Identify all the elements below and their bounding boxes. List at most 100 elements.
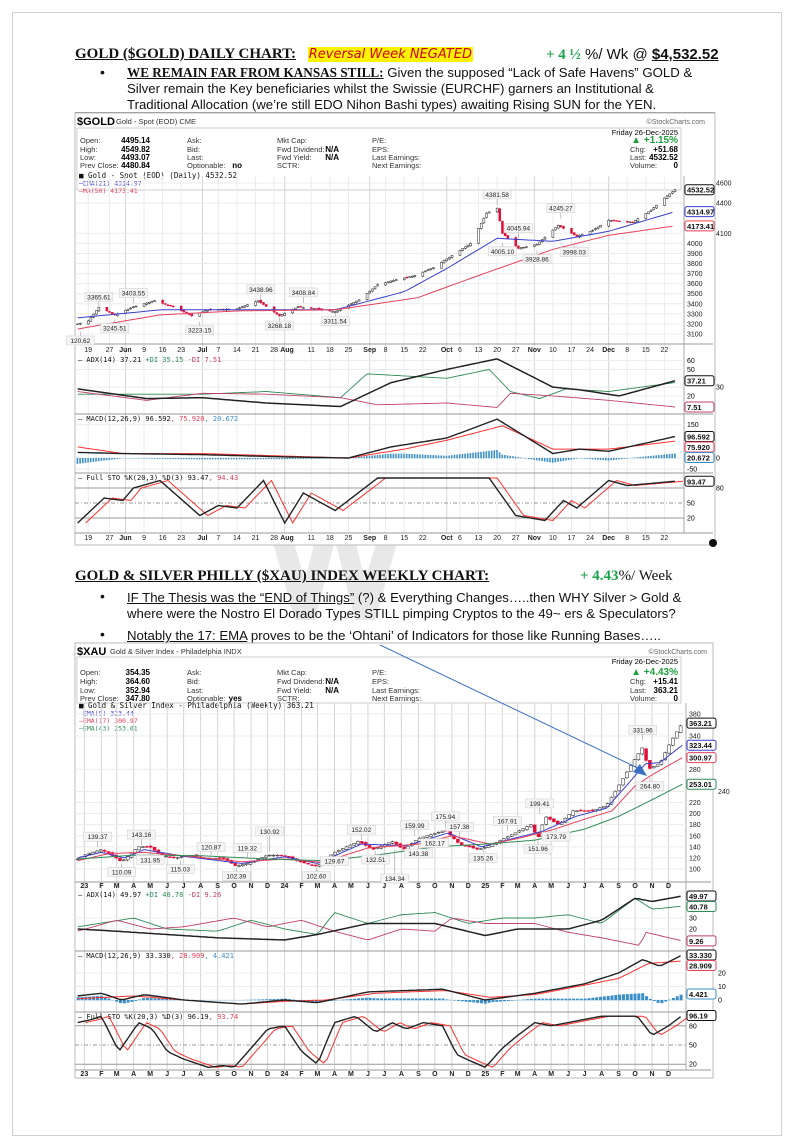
candle: [632, 759, 637, 767]
x-tick-label: 16: [159, 347, 167, 354]
candle: [360, 841, 364, 844]
candle: [421, 836, 426, 839]
macd-histogram-bar: [235, 458, 238, 460]
x-tick-label: M: [315, 1071, 321, 1078]
macd-histogram-bar: [622, 994, 626, 1001]
x-tick-label: 24: [586, 347, 594, 354]
x-tick-label: M: [147, 1071, 153, 1078]
macd-histogram-bar: [380, 998, 384, 1001]
macd-histogram-bar: [572, 998, 576, 1001]
macd-histogram-bar: [422, 998, 426, 1001]
x-tick-label: M: [315, 883, 321, 890]
chart-name: Gold - Spot (EOD) CME: [116, 117, 196, 126]
macd-histogram-bar: [92, 458, 95, 462]
macd-histogram-bar: [403, 998, 407, 1001]
macd-histogram-bar: [99, 995, 103, 1001]
candle: [442, 260, 446, 264]
candle: [652, 207, 656, 210]
pivot-label-box: [468, 853, 498, 863]
sto-label-part: , 94.43: [209, 474, 239, 482]
pivot-label: 139.37: [88, 834, 108, 841]
macd-histogram-bar: [345, 999, 349, 1001]
section2-line1: IF The Thesis was the “END of Things” (?…: [127, 590, 681, 605]
candle: [179, 856, 184, 858]
pivot-label: 159.99: [405, 823, 425, 830]
x-tick-label: J: [366, 1071, 370, 1078]
pivot-label: 173.79: [546, 834, 566, 841]
candle: [76, 323, 79, 325]
x-tick-label: S: [416, 883, 421, 890]
macd-histogram-bar: [493, 450, 496, 459]
macd-histogram-bar: [400, 453, 403, 459]
x-tick-label: F: [99, 883, 104, 890]
candle: [503, 232, 507, 237]
candle: [525, 826, 529, 830]
pivot-label-box: [127, 829, 156, 840]
macd-histogram-bar: [421, 454, 424, 459]
x-tick-label: 11: [308, 535, 315, 542]
candle: [129, 307, 133, 310]
macd-histogram-bar: [318, 458, 320, 459]
x-tick-label: 13: [475, 535, 483, 542]
candle: [97, 307, 101, 312]
info-label: Chg:: [630, 145, 646, 154]
candle: [352, 302, 356, 305]
candle: [610, 220, 613, 222]
section1-line3: Traditional Allocation (we’re still EDO …: [127, 97, 657, 112]
macd-histogram-bar: [506, 1000, 510, 1001]
macd-histogram-bar: [554, 458, 557, 463]
legend-entry: —MA(50) 4173.41: [79, 187, 138, 195]
weekly-change: + 4 ½: [546, 47, 581, 63]
pivot-label: 3438.96: [249, 287, 273, 294]
x-tick-label: D: [466, 1071, 471, 1078]
overlay-line-ema43: [77, 783, 683, 862]
candle: [302, 861, 307, 864]
y-tick-label: 4100: [716, 231, 732, 238]
info-value: 0: [674, 694, 679, 703]
candle: [651, 766, 656, 769]
macd-histogram-bar: [509, 455, 512, 459]
macd-histogram-bar: [433, 998, 437, 1001]
pivot-label-box: [135, 855, 165, 865]
macd-histogram-bar: [222, 458, 225, 460]
macd-histogram-bar: [541, 998, 545, 1001]
macd-histogram-bar: [490, 450, 493, 459]
candle: [667, 744, 671, 754]
change-percent: ▲ +1.15%: [631, 135, 678, 146]
macd-histogram-bar: [169, 458, 172, 459]
x-tick-label: 19: [84, 535, 92, 542]
candle: [570, 228, 573, 234]
macd-histogram-bar: [165, 999, 169, 1001]
candle: [171, 305, 175, 308]
candle: [590, 809, 595, 812]
macd-histogram-bar: [637, 993, 641, 1001]
macd-histogram-bar: [158, 458, 161, 459]
macd-histogram-bar: [374, 455, 376, 459]
pivot-label: 102.39: [226, 874, 246, 881]
candle: [648, 760, 652, 769]
macd-histogram-bar: [441, 998, 445, 1001]
x-tick-label: Jun: [119, 535, 131, 542]
macd-histogram-bar: [118, 1000, 122, 1004]
info-value: N/A: [325, 686, 339, 695]
macd-histogram-bar: [310, 458, 312, 459]
pivot-label-box: [504, 223, 533, 233]
macd-histogram-bar: [230, 458, 233, 460]
info-value: N/A: [325, 145, 339, 154]
macd-histogram-bar: [259, 458, 262, 460]
y-tick-label: 50: [687, 501, 695, 508]
x-tick-label: 22: [419, 535, 427, 542]
candle: [318, 307, 321, 310]
y-tick-label: 220: [689, 800, 701, 807]
x-tick-label: 10: [549, 535, 557, 542]
x-tick-label: J: [182, 883, 186, 890]
macd-histogram-bar: [675, 996, 679, 1001]
macd-histogram-bar: [453, 454, 456, 459]
candle: [331, 311, 334, 313]
pivot-label-box: [289, 287, 318, 298]
info-label: SCTR:: [277, 161, 300, 170]
value-tag: [686, 717, 717, 729]
macd-histogram-bar: [639, 456, 642, 459]
x-tick-label: 7: [216, 347, 220, 354]
candle: [182, 309, 186, 313]
